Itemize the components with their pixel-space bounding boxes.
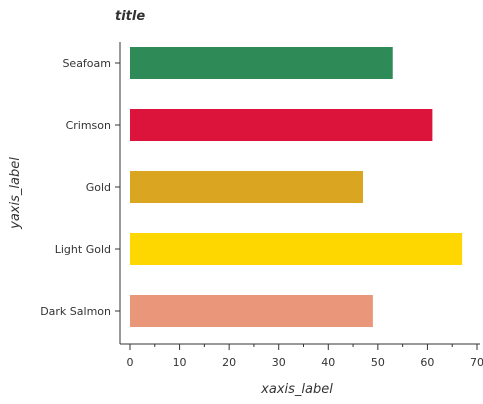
y-tick-label: Seafoam xyxy=(62,57,111,70)
bar-light-gold xyxy=(130,233,462,265)
x-axis-label: xaxis_label xyxy=(260,382,333,397)
bar-seafoam xyxy=(130,47,393,79)
x-tick-label: 60 xyxy=(420,356,434,369)
x-tick-label: 20 xyxy=(222,356,236,369)
y-tick-label: Crimson xyxy=(66,119,111,132)
y-tick-label: Light Gold xyxy=(55,243,111,256)
y-tick-label: Dark Salmon xyxy=(40,305,111,318)
x-tick-label: 30 xyxy=(272,356,286,369)
x-tick-label: 70 xyxy=(470,356,483,369)
bar-dark-salmon xyxy=(130,295,373,327)
x-tick-label: 0 xyxy=(127,356,134,369)
chart-title: title xyxy=(115,9,145,24)
x-tick-label: 40 xyxy=(321,356,335,369)
x-axis-ticks: 0 10 20 30 40 50 60 70 xyxy=(127,344,483,369)
x-tick-label: 50 xyxy=(371,356,385,369)
x-tick-label: 10 xyxy=(173,356,187,369)
plot-area xyxy=(130,47,462,327)
bar-gold xyxy=(130,171,363,203)
y-axis-ticks: Seafoam Crimson Gold Light Gold Dark Salmon xyxy=(40,57,120,318)
bar-crimson xyxy=(130,109,432,141)
y-tick-label: Gold xyxy=(86,181,111,194)
y-axis-label: yaxis_label xyxy=(8,157,23,230)
